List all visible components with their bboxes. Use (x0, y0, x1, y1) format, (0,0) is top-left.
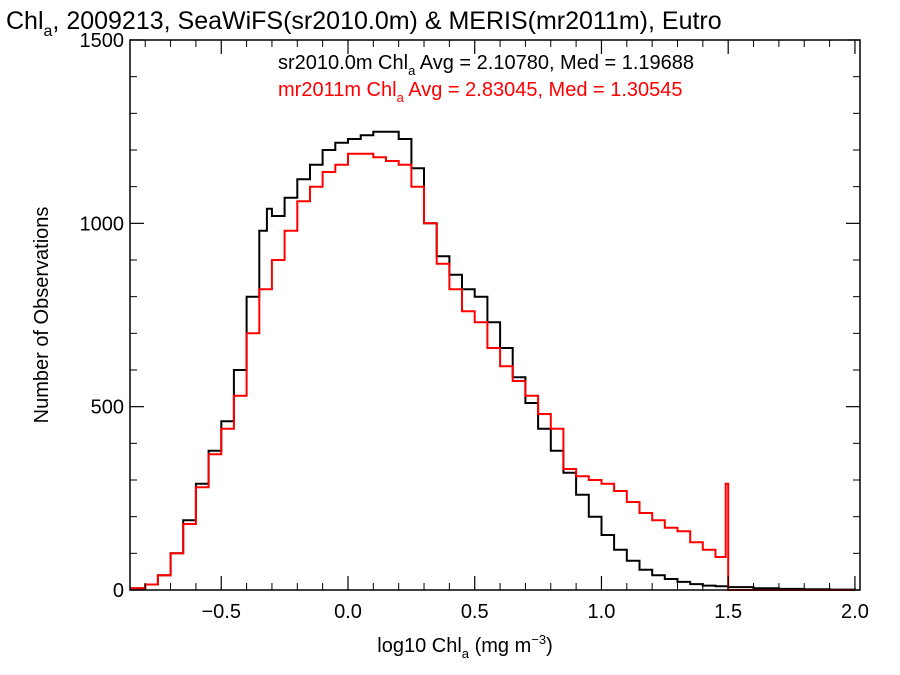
x-tick-label-4: 1.5 (714, 601, 742, 623)
annotation-black-pre: sr2010.0m Chl (278, 52, 408, 74)
annotation-black: sr2010.0m Chla Avg = 2.10780, Med = 1.19… (278, 52, 694, 78)
series-line-1 (130, 152, 855, 591)
y-tick-label-2: 1000 (80, 213, 125, 235)
annotation-red: mr2011m Chla Avg = 2.83045, Med = 1.3054… (278, 79, 683, 105)
x-tick-label-1: 0.0 (334, 601, 362, 623)
annotation-red-pre: mr2011m Chl (278, 79, 397, 101)
annotation-black-sub: a (408, 63, 416, 78)
y-tick-label-0: 0 (113, 580, 124, 602)
ticks-group: −0.5 0.0 0.5 1.0 1.5 2.0 0 500 1000 1500 (80, 30, 869, 623)
x-axis-title-post: ) (546, 635, 553, 657)
y-tick-label-1: 500 (91, 397, 124, 419)
y-tick-label-3: 1500 (80, 30, 125, 52)
x-axis-title: log10 Chla (mg m−3) (377, 632, 552, 661)
x-axis-title-pre: log10 Chl (377, 635, 462, 657)
x-axis-title-mid: (mg m (469, 635, 531, 657)
y-axis-title: Number of Observations (31, 207, 53, 424)
x-tick-label-5: 2.0 (841, 601, 869, 623)
chart-title-pre: Chl (6, 7, 44, 35)
series-group (130, 130, 856, 591)
chart-title: Chla, 2009213, SeaWiFS(sr2010.0m) & MERI… (6, 7, 722, 40)
x-tick-label-0: −0.5 (202, 601, 241, 623)
annotation-red-sub: a (397, 90, 405, 105)
x-axis-title-sup: −3 (531, 632, 546, 647)
annotation-red-post: Avg = 2.83045, Med = 1.30545 (404, 79, 683, 101)
annotation-black-post: Avg = 2.10780, Med = 1.19688 (415, 52, 694, 74)
x-tick-label-3: 1.0 (588, 601, 616, 623)
chart-title-sub: a (44, 23, 53, 40)
chart-title-post: , 2009213, SeaWiFS(sr2010.0m) & MERIS(mr… (52, 7, 721, 35)
series-line-0 (130, 130, 856, 591)
x-axis-title-sub: a (462, 646, 470, 661)
plot-frame (129, 39, 861, 591)
x-tick-label-2: 0.5 (461, 601, 489, 623)
